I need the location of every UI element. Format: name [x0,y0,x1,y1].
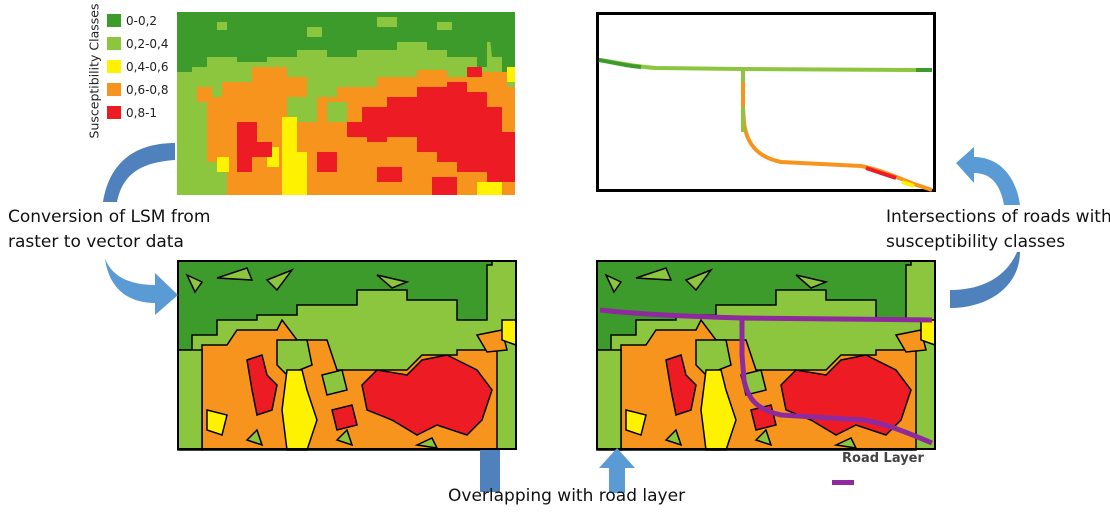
legend-item: 0-0,2 [107,9,169,32]
legend-swatch [107,83,121,96]
road-layer-label: Road Layer [842,451,924,466]
arrow-overlap-down-icon [480,450,500,492]
legend-label: 0,6-0,8 [126,82,169,97]
overlapping-caption-text: Overlapping with road layer [448,486,686,506]
legend-title: Susceptibility Classes [84,3,104,138]
road-layer-swatch [832,480,854,485]
conversion-caption-line2: raster to vector data [8,232,184,252]
legend-title-text: Susceptibility Classes [86,3,102,138]
legend-label: 0,2-0,4 [126,36,169,51]
legend-swatch [107,106,121,119]
legend-swatch [107,37,121,50]
legend-swatch [107,60,121,73]
arrow-left-down-1-icon [103,143,175,202]
intersection-caption-line2: susceptibility classes [886,232,1066,252]
arrow-left-down-2-icon [105,258,178,315]
conversion-caption-line1: Conversion of LSM from [8,207,211,227]
raster-lsm-map [177,12,515,195]
legend-label: 0-0,2 [126,13,158,28]
conversion-caption: Conversion of LSM from raster to vector … [8,205,210,255]
arrow-right-up-1-icon [956,147,1020,205]
legend-swatch [107,14,121,27]
vector-lsm-map [177,260,517,451]
intersection-caption: Intersections of roads with susceptibili… [886,205,1110,255]
arrow-overlap-up-icon [599,448,635,493]
overlapping-caption: Overlapping with road layer [448,484,685,509]
legend-item: 0,8-1 [107,101,169,124]
legend-label: 0,4-0,6 [126,59,169,74]
legend-item: 0,2-0,4 [107,32,169,55]
legend-item: 0,4-0,6 [107,55,169,78]
arrow-right-up-2-icon [950,252,1020,308]
road-intersection-map [596,12,936,192]
susceptibility-legend: 0-0,2 0,2-0,4 0,4-0,6 0,6-0,8 0,8-1 [107,9,169,124]
legend-label: 0,8-1 [126,105,158,120]
road-layer-legend: Road Layer [832,451,924,485]
vector-road-overlay-map [596,260,936,451]
intersection-caption-line1: Intersections of roads with [886,207,1110,227]
legend-item: 0,6-0,8 [107,78,169,101]
